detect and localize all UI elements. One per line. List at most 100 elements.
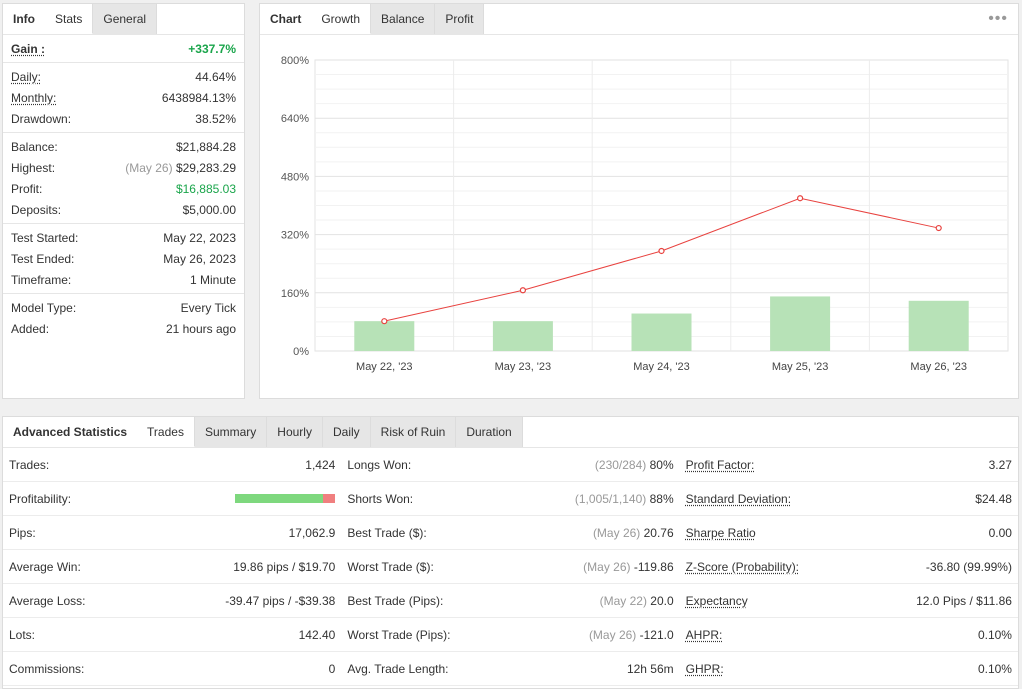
stats-column-2: Longs Won: (230/284) 80% Shorts Won: (1,005… (341, 448, 680, 686)
test-group: Test Started: May 22, 2023 Test Ended: May… (3, 224, 244, 294)
stat-value: 1,424 (305, 457, 336, 472)
tab-trades[interactable]: Trades (137, 417, 195, 447)
stat-label: Best Trade (Pips): (347, 593, 444, 608)
tab-risk-of-ruin[interactable]: Risk of Ruin (370, 417, 457, 447)
y-tick-label: 640% (281, 113, 309, 125)
stat-value: 0 (328, 661, 336, 676)
stat-value: 142.40 (298, 627, 336, 642)
growth-bar (770, 296, 831, 351)
highest-label: Highest: (11, 160, 56, 175)
x-tick-label: May 25, '23 (772, 361, 829, 373)
growth-point (796, 195, 804, 202)
stat-note: (May 26) (592, 525, 641, 540)
stat-value-wrap: 0 (329, 662, 336, 676)
model-type-label: Model Type: (11, 300, 77, 315)
y-tick-label: 0% (293, 346, 309, 358)
stat-label: Pips: (9, 525, 36, 540)
stat-label[interactable]: Z-Score (Probability): (685, 559, 800, 574)
stat-label: Average Loss: (9, 593, 86, 608)
stat-row-longs-won: Longs Won: (230/284) 80% (341, 448, 680, 482)
growth-bar (631, 313, 692, 351)
stat-value: -119.86 (633, 559, 674, 574)
tab-summary[interactable]: Summary (194, 417, 268, 447)
stat-value-wrap: 0.10% (978, 628, 1012, 642)
more-dots-icon[interactable]: ••• (988, 10, 1008, 27)
tab-duration[interactable]: Duration (456, 417, 523, 447)
tab-general[interactable]: General (93, 4, 158, 34)
stats-column-1: Trades: 1,424 Profitability: Pips: 17,062.9 A… (3, 448, 342, 686)
profit-value: $16,885.03 (175, 181, 236, 196)
stat-value: $24.48 (975, 491, 1012, 506)
stat-value: 17,062.9 (288, 525, 336, 540)
advanced-tabs: Advanced Statistics Trades Summary Hourl… (3, 417, 1018, 448)
stat-row-sharpe-ratio: Sharpe Ratio 0.00 (679, 516, 1018, 550)
tab-info[interactable]: Info (3, 4, 45, 34)
rates-group: Daily: 44.64% Monthly: 6438984.13% Drawdow… (3, 63, 244, 133)
model-type-value: Every Tick (180, 300, 236, 315)
test-ended-value: May 26, 2023 (163, 251, 236, 266)
stat-note: (May 26) (583, 559, 631, 574)
stat-label[interactable]: GHPR: (685, 661, 724, 676)
stats-column-3: Profit Factor: 3.27 Standard Deviation: $24… (679, 448, 1018, 686)
stat-row-z-score-probability: Z-Score (Probability): -36.80 (99.99%) (679, 550, 1018, 584)
advanced-statistics-panel: Advanced Statistics Trades Summary Hourl… (2, 416, 1019, 689)
tab-profit[interactable]: Profit (435, 4, 485, 34)
stat-row-worst-trade: Worst Trade ($): (May 26) -119.86 (341, 550, 680, 584)
stat-label: Longs Won: (347, 457, 412, 472)
balance-value: $21,884.28 (175, 139, 236, 154)
stat-value: 20.0 (650, 593, 674, 608)
growth-bar (908, 300, 969, 351)
stat-row-avg-trade-length: Avg. Trade Length: 12h 56m (341, 652, 680, 686)
balance-label: Balance: (11, 139, 58, 154)
stat-value: -121.0 (639, 627, 674, 642)
tab-hourly[interactable]: Hourly (267, 417, 323, 447)
timeframe-value: 1 Minute (189, 272, 236, 287)
tab-advanced-statistics[interactable]: Advanced Statistics (3, 417, 138, 447)
stat-row-ahpr: AHPR: 0.10% (679, 618, 1018, 652)
profitability-won-fill (235, 494, 324, 503)
stat-label[interactable]: Profit Factor: (685, 457, 755, 472)
stat-label[interactable]: Standard Deviation: (685, 491, 792, 506)
timeframe-label: Timeframe: (11, 272, 72, 287)
stat-note: (230/284) (594, 457, 647, 472)
y-tick-label: 800% (281, 55, 309, 67)
stat-value: 12.0 Pips / $11.86 (916, 593, 1012, 608)
stat-label[interactable]: Expectancy (685, 593, 748, 608)
added-value: 21 hours ago (165, 321, 236, 336)
growth-point (519, 287, 526, 294)
tab-growth[interactable]: Growth (311, 4, 372, 34)
stat-row-expectancy: Expectancy 12.0 Pips / $11.86 (679, 584, 1018, 618)
gain-label[interactable]: Gain : (11, 41, 46, 56)
stat-row-profit-factor: Profit Factor: 3.27 (679, 448, 1018, 482)
stat-row-standard-deviation: Standard Deviation: $24.48 (679, 482, 1018, 516)
stat-label: Avg. Trade Length: (347, 661, 449, 676)
stat-label: Best Trade ($): (347, 525, 427, 540)
stat-label[interactable]: AHPR: (685, 627, 723, 642)
profit-label: Profit: (11, 181, 43, 196)
stat-label: Worst Trade ($): (347, 559, 434, 574)
stat-label[interactable]: Sharpe Ratio (685, 525, 756, 540)
tab-chart[interactable]: Chart (260, 4, 312, 34)
stat-value: 80% (649, 457, 674, 472)
stat-value: 0.10% (977, 661, 1012, 676)
stat-value: 12h 56m (626, 661, 674, 676)
tab-daily[interactable]: Daily (322, 417, 371, 447)
monthly-label[interactable]: Monthly: (11, 90, 57, 105)
stat-value-wrap: 19.86 pips / $19.70 (233, 560, 335, 574)
gain-group: Gain : +337.7% (3, 35, 244, 63)
stat-value: 0.00 (988, 525, 1012, 540)
daily-label[interactable]: Daily: (11, 69, 42, 84)
model-group: Model Type: Every Tick Added: 21 hours ago (3, 294, 244, 342)
monthly-value: 6438984.13% (161, 90, 236, 105)
test-started-label: Test Started: (11, 230, 79, 245)
stat-value-wrap: -36.80 (99.99%) (926, 560, 1012, 574)
stat-note: (May 22) (599, 593, 647, 608)
tab-stats[interactable]: Stats (45, 4, 94, 34)
growth-point (658, 247, 665, 255)
stat-value-wrap (235, 494, 336, 503)
tab-balance[interactable]: Balance (371, 4, 436, 34)
stat-value: 88% (649, 491, 674, 506)
stat-label: Average Win: (9, 559, 81, 574)
chart-tabs: Chart Growth Balance Profit ••• (260, 4, 1018, 35)
stat-value-wrap: (May 26) -119.86 (583, 560, 674, 574)
